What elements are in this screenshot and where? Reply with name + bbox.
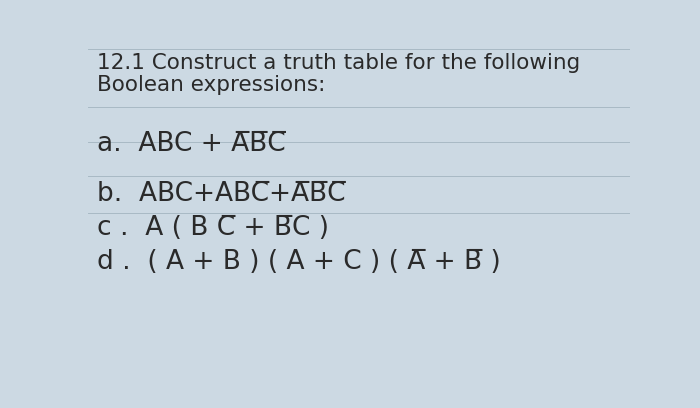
Text: 12.1 Construct a truth table for the following: 12.1 Construct a truth table for the fol… (97, 53, 580, 73)
Text: Boolean expressions:: Boolean expressions: (97, 75, 326, 95)
Text: b.  ABC+ABC̅+A̅B̅C̅: b. ABC+ABC̅+A̅B̅C̅ (97, 181, 346, 207)
Text: d .  ( A + B ) ( A + C ) ( A̅ + B̅ ): d . ( A + B ) ( A + C ) ( A̅ + B̅ ) (97, 249, 501, 275)
Text: a.  ABC + A̅B̅C̅: a. ABC + A̅B̅C̅ (97, 131, 286, 157)
Text: c .  A ( B C̅ + B̅C ): c . A ( B C̅ + B̅C ) (97, 215, 329, 241)
